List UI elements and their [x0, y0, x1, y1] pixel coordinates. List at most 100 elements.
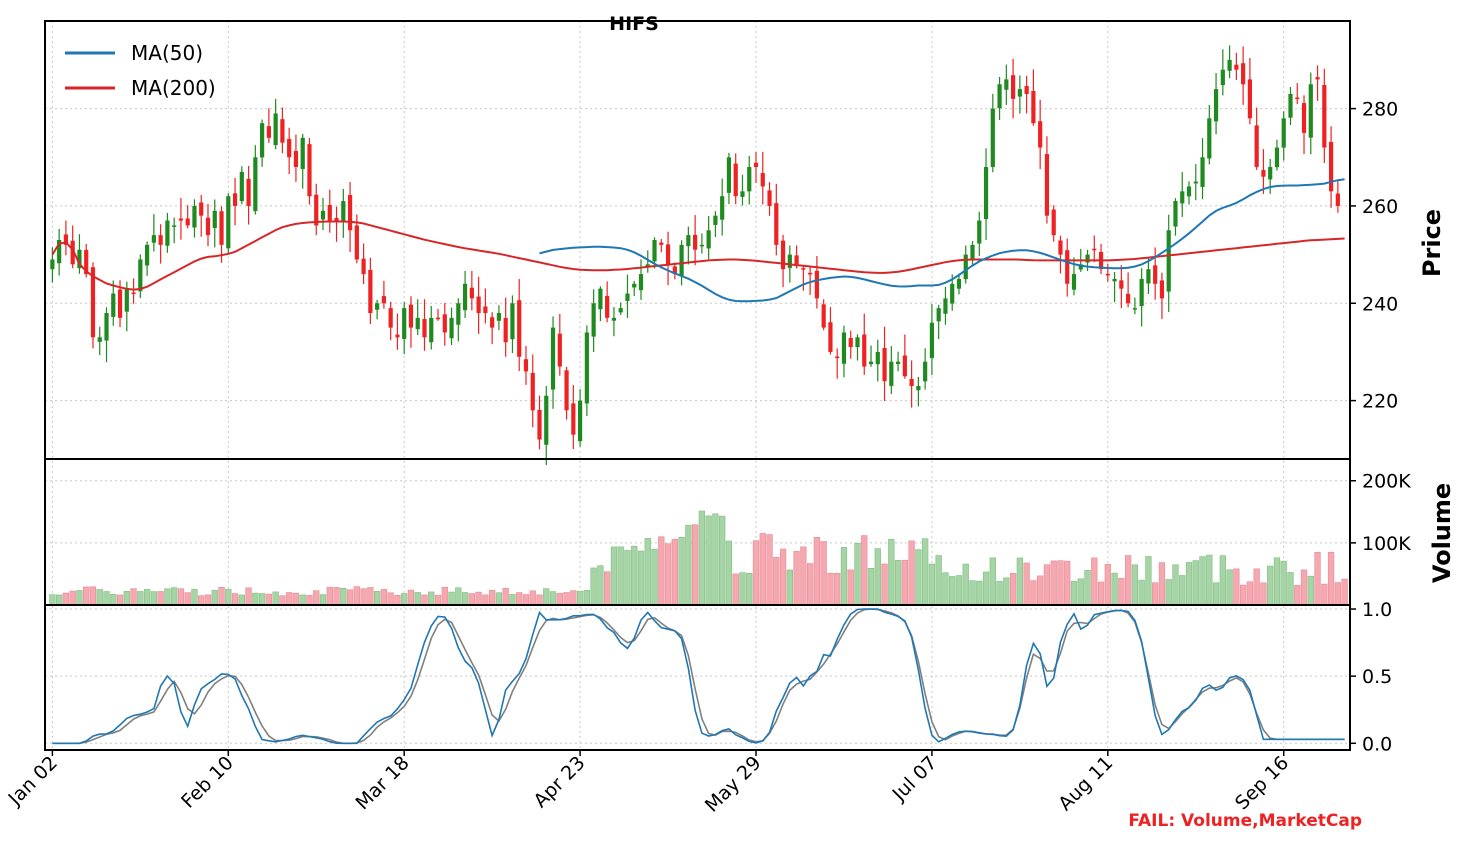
volume-bar [1097, 581, 1105, 606]
candle-body [287, 138, 292, 158]
volume-bar [1131, 564, 1139, 606]
candle-body [158, 235, 163, 245]
candle-body [550, 327, 556, 390]
candle-body [1247, 79, 1252, 119]
candle-body [1044, 153, 1050, 216]
candle-body [347, 195, 353, 231]
candle-body [260, 123, 265, 158]
candle-body [510, 303, 515, 340]
volume-bar [1003, 577, 1010, 606]
x-tick-label: Aug 11 [1054, 752, 1117, 815]
volume-bar [610, 546, 618, 606]
volume-bar [522, 594, 530, 606]
volume-bar [225, 588, 232, 606]
candle-body [713, 215, 718, 225]
candle-body [686, 235, 691, 247]
volume-bar [1321, 583, 1328, 606]
candle-body [774, 203, 779, 245]
chart-title: HIFS [609, 13, 659, 35]
volume-bar [935, 555, 942, 606]
volume-bar [306, 595, 313, 606]
candle-body [361, 258, 366, 275]
volume-bar [1030, 580, 1037, 606]
volume-bar [549, 591, 557, 606]
stochastic-d-line [52, 608, 1345, 745]
candle-body [1092, 248, 1097, 251]
volume-bar [96, 589, 103, 606]
volume-bar [1179, 575, 1186, 606]
volume-bar [969, 580, 976, 606]
candle-body [780, 240, 786, 270]
candle-body [327, 204, 332, 221]
candle-body [1132, 308, 1137, 310]
candle-body [422, 319, 427, 338]
candle-body [111, 293, 116, 317]
volume-bar [637, 550, 645, 606]
volume-bar [847, 569, 854, 606]
volume-bar [962, 563, 969, 606]
candle-body [835, 356, 840, 359]
volume-bar [1077, 578, 1084, 606]
volume-bar [1273, 557, 1281, 606]
candle-body [145, 244, 150, 266]
candle-body [578, 400, 583, 442]
oscillator-lines [52, 608, 1345, 745]
candle-body [435, 317, 441, 320]
x-tick-label: Sep 16 [1231, 752, 1293, 814]
volume-bar [1314, 551, 1321, 606]
volume-bar [793, 551, 800, 606]
volume-bar [1124, 555, 1132, 606]
candle-body [895, 361, 901, 364]
candle-body [199, 202, 204, 216]
volume-bar [516, 592, 523, 606]
volume-bar [597, 565, 604, 606]
candle-body [1322, 84, 1327, 148]
candle-body [693, 234, 698, 250]
candle-body [429, 317, 434, 343]
volume-bar [671, 538, 678, 606]
volume-bar [691, 524, 699, 606]
candle-body [84, 249, 89, 275]
volume-bar [942, 572, 949, 606]
candle-body [841, 332, 847, 364]
volume-bar [455, 587, 462, 606]
volume-bar [881, 563, 888, 606]
candle-body [375, 303, 380, 310]
volume-bar [1145, 556, 1152, 606]
candle-body [449, 317, 454, 339]
candle-body [977, 220, 982, 244]
volume-bar [198, 595, 205, 606]
volume-bar [279, 595, 286, 606]
ma50-line [539, 178, 1345, 303]
volume-bar [49, 594, 56, 606]
volume-bar [651, 548, 658, 606]
panel-frames [44, 20, 1351, 751]
volume-bar [1260, 582, 1267, 606]
candle-body [801, 268, 806, 270]
volume-bar [1192, 560, 1199, 606]
candle-body [395, 334, 400, 338]
volume-bar [739, 572, 746, 606]
volume-bar [434, 594, 442, 606]
candle-body [1274, 147, 1280, 168]
candle-body [293, 150, 299, 167]
volume-bar [475, 591, 482, 606]
volume-bar [353, 586, 360, 606]
volume-bar [421, 594, 428, 606]
volume-bar [407, 589, 415, 606]
candle-body [916, 386, 921, 391]
candle-body [1126, 293, 1131, 304]
volume-bar [252, 592, 259, 606]
candle-body [523, 359, 529, 372]
candle-body [354, 225, 359, 260]
price-axis-label: Price [1418, 209, 1446, 277]
moving-average-layer [51, 178, 1345, 303]
volume-bar [840, 547, 848, 606]
volume-bar [495, 592, 503, 606]
volume-bar [238, 594, 245, 606]
volume-bar [1341, 578, 1348, 606]
volume-bar [901, 559, 908, 606]
candle-body [57, 240, 62, 264]
x-tick-label: Jan 02 [4, 752, 62, 810]
